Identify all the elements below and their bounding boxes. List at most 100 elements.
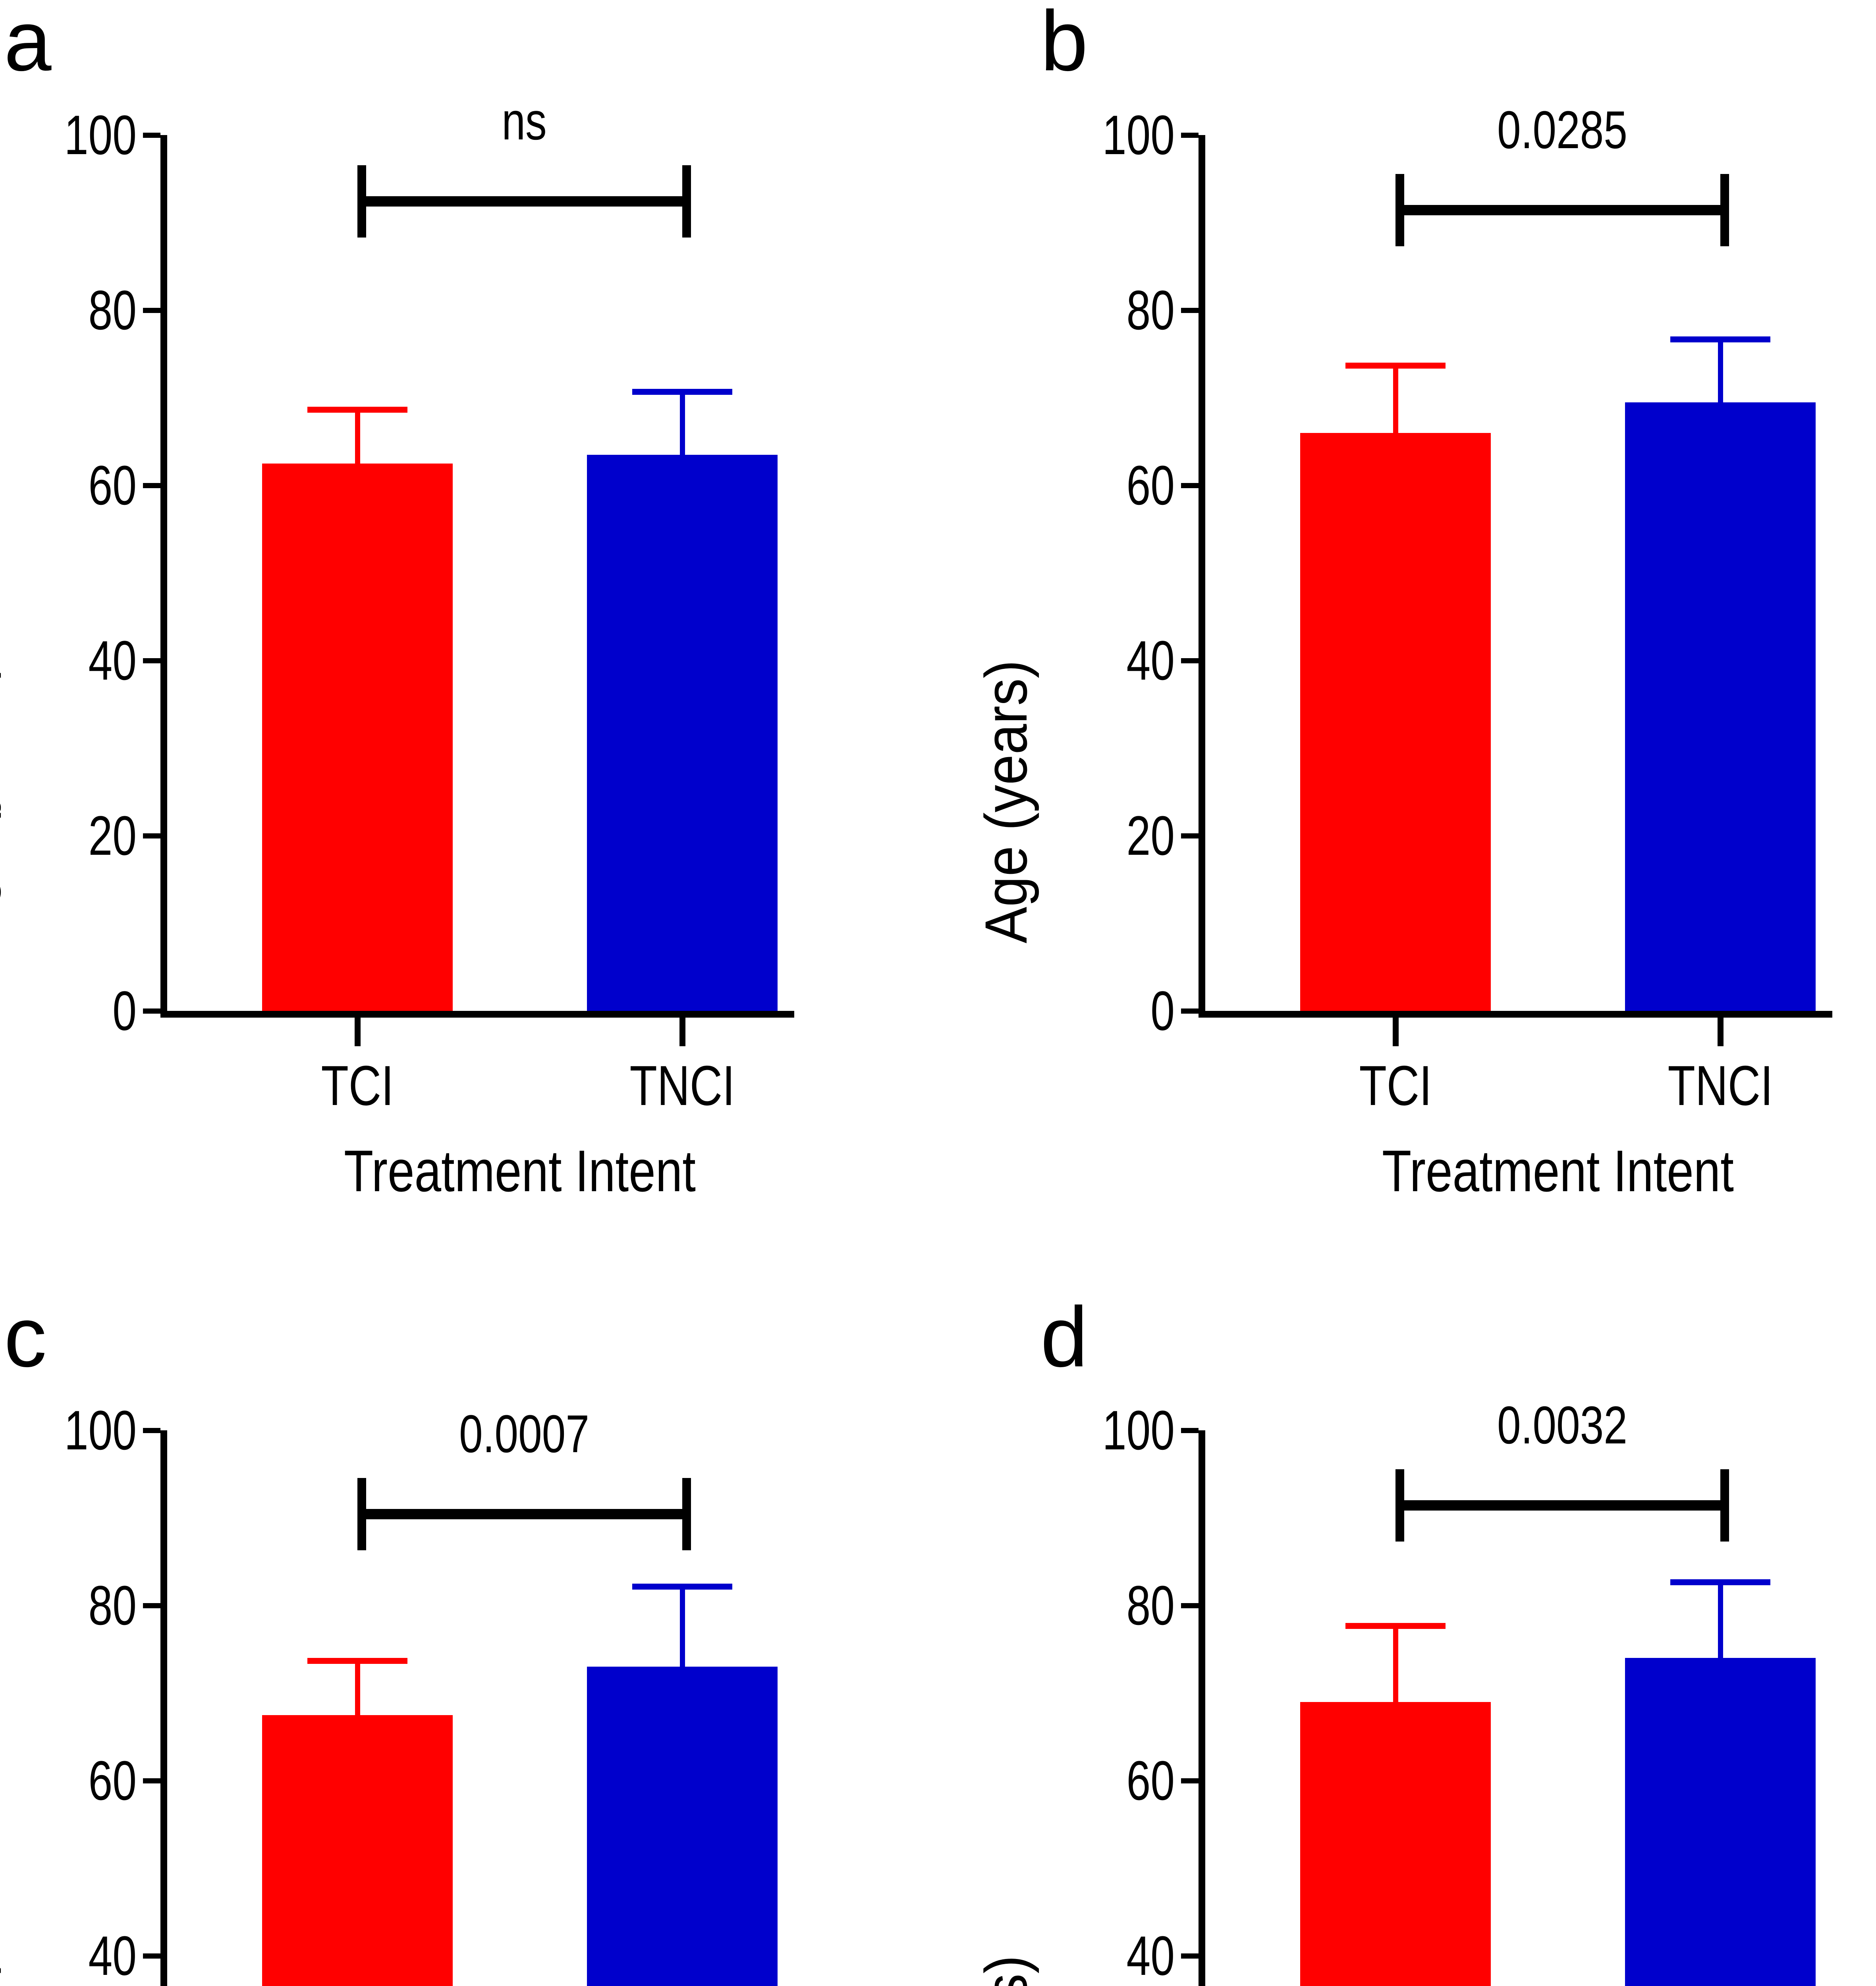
- y-axis-tick: [143, 1778, 160, 1783]
- error-bar-cap-tci: [307, 406, 407, 413]
- y-axis-tick: [143, 1428, 160, 1433]
- y-axis-tick-label: 60: [1126, 1749, 1175, 1812]
- error-bar-stem-tnci: [680, 389, 685, 455]
- y-axis-line: [1199, 135, 1205, 1018]
- y-axis-line: [1199, 1430, 1205, 1986]
- error-bar-stem-tci: [1393, 1623, 1398, 1702]
- y-axis-tick-label: 0: [1150, 979, 1175, 1042]
- y-axis-title: Age (years): [973, 660, 1039, 943]
- plot-area-a: 0 20 40 60 80 100 Age (years) TCI TNCI Treatment …: [0, 0, 938, 1276]
- y-axis-tick-label: 80: [1126, 1574, 1175, 1636]
- x-axis-tick-tci: [1393, 1018, 1399, 1046]
- y-axis-tick: [143, 308, 160, 313]
- y-axis-line: [160, 1430, 167, 1986]
- significance-label: ns: [502, 92, 547, 151]
- panel-letter-c: c: [4, 1289, 46, 1385]
- y-axis-tick: [143, 1953, 160, 1959]
- x-axis-title: Treatment Intent: [1382, 1138, 1734, 1204]
- error-bar-cap-tnci: [1670, 1579, 1770, 1585]
- y-axis-tick: [1181, 1603, 1199, 1608]
- y-axis-tick-label: 100: [64, 1399, 137, 1461]
- bar-tci: [262, 463, 453, 1011]
- y-axis-tick: [143, 1008, 160, 1014]
- panel-a: a 0 20 40 60 80 100 Age (years) TCI TNCI Treatmen…: [0, 0, 938, 1276]
- y-axis-tick: [143, 658, 160, 663]
- panel-letter-a: a: [4, 0, 52, 89]
- x-axis-tick-tnci: [679, 1018, 685, 1046]
- significance-bracket-tick-left: [357, 165, 366, 238]
- y-axis-tick-label: 20: [1126, 804, 1175, 867]
- error-bar-stem-tci: [1393, 363, 1398, 433]
- error-bar-cap-tnci: [632, 389, 732, 395]
- x-axis-tick-label-tnci: TNCI: [1668, 1054, 1773, 1117]
- y-axis-tick: [1181, 308, 1199, 313]
- panel-letter-d: d: [1040, 1289, 1088, 1385]
- error-bar-cap-tci: [307, 1658, 407, 1664]
- y-axis-tick-label: 60: [1126, 454, 1175, 516]
- x-axis-line: [160, 1011, 794, 1018]
- error-bar-stem-tnci: [1718, 336, 1723, 402]
- y-axis-tick-label: 100: [1102, 1399, 1175, 1461]
- y-axis-tick-label: 60: [88, 454, 137, 516]
- panel-b: b 0 20 40 60 80 100 Age (years) TCI TNCI Treatmen…: [938, 0, 1876, 1276]
- y-axis-tick: [1181, 483, 1199, 488]
- y-axis-tick-label: 100: [1102, 104, 1175, 166]
- plot-area-b: 0 20 40 60 80 100 Age (years) TCI TNCI Treatment …: [938, 0, 1876, 1276]
- y-axis-tick-label: 100: [64, 104, 137, 166]
- significance-bracket-tick-left: [357, 1478, 366, 1551]
- y-axis-tick-label: 40: [1126, 1924, 1175, 1986]
- y-axis-tick: [1181, 133, 1199, 138]
- y-axis-line: [160, 135, 167, 1018]
- significance-bracket-bar: [357, 196, 691, 207]
- y-axis-tick-label: 80: [1126, 279, 1175, 341]
- y-axis-tick-label: 40: [88, 629, 137, 692]
- y-axis-tick: [1181, 1778, 1199, 1783]
- y-axis-tick-label: 40: [88, 1924, 137, 1986]
- significance-bracket-tick-right: [1720, 174, 1729, 247]
- bar-tci: [262, 1715, 453, 1986]
- x-axis-line: [1199, 1011, 1832, 1018]
- error-bar-stem-tci: [355, 406, 360, 464]
- y-axis-tick: [1181, 1953, 1199, 1959]
- y-axis-tick-label: 80: [88, 1574, 137, 1636]
- significance-label: 0.0285: [1497, 100, 1627, 160]
- x-axis-tick-tci: [355, 1018, 361, 1046]
- y-axis-tick-label: 20: [88, 804, 137, 867]
- y-axis-tick-label: 80: [88, 279, 137, 341]
- y-axis-tick: [1181, 833, 1199, 838]
- y-axis-tick: [143, 133, 160, 138]
- error-bar-cap-tci: [1345, 1623, 1446, 1629]
- significance-label: 0.0007: [459, 1404, 589, 1464]
- bar-tnci: [587, 1667, 778, 1986]
- significance-bracket-bar: [357, 1509, 691, 1520]
- y-axis-tick: [143, 833, 160, 838]
- significance-label: 0.0032: [1497, 1396, 1627, 1455]
- y-axis-tick: [1181, 1428, 1199, 1433]
- y-axis-tick-label: 60: [88, 1749, 137, 1812]
- bar-tnci: [587, 454, 778, 1011]
- error-bar-stem-tnci: [1718, 1579, 1723, 1658]
- y-axis-tick: [1181, 658, 1199, 663]
- significance-bracket-bar: [1395, 205, 1729, 216]
- significance-bracket-tick-right: [682, 1478, 691, 1551]
- y-axis-tick: [143, 1603, 160, 1608]
- bar-tci: [1300, 1702, 1491, 1986]
- error-bar-cap-tnci: [1670, 336, 1770, 343]
- y-axis-tick: [143, 483, 160, 488]
- panel-letter-b: b: [1040, 0, 1088, 89]
- y-axis-tick-label: 0: [112, 979, 137, 1042]
- y-axis-title: Age (years): [973, 1955, 1039, 1986]
- significance-bracket-tick-left: [1395, 1469, 1404, 1542]
- x-axis-tick-tnci: [1718, 1018, 1724, 1046]
- x-axis-tick-label-tnci: TNCI: [629, 1054, 735, 1117]
- bar-tnci: [1625, 402, 1816, 1011]
- error-bar-cap-tci: [1345, 363, 1446, 369]
- error-bar-cap-tnci: [632, 1583, 732, 1590]
- error-bar-stem-tnci: [680, 1583, 685, 1667]
- bar-tci: [1300, 433, 1491, 1011]
- significance-bracket-tick-right: [682, 165, 691, 238]
- y-axis-tick: [1181, 1008, 1199, 1014]
